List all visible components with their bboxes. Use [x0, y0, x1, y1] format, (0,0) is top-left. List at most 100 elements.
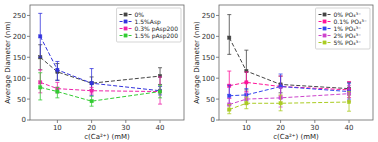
data-point	[228, 94, 231, 97]
y-tick	[216, 36, 219, 37]
x-tick	[91, 120, 92, 123]
panel: 10203040050100150200250c(Ca²⁺) (mM)Avera…	[193, 5, 373, 141]
legend-marker	[124, 20, 127, 23]
legend-label: 2% PO₄³⁻	[334, 32, 362, 39]
legend-label: 1% PO₄³⁻	[334, 25, 362, 32]
x-tick	[125, 120, 126, 123]
series-line	[40, 57, 160, 83]
y-tick-label: 200	[202, 33, 215, 41]
panel: 10 20 30 40 0 50 100 150 200 250 c(Ca²⁺) (mM) Avera…	[4, 5, 184, 141]
chart: 10203040050100150200250c(Ca²⁺) (mM)Avera…	[0, 0, 378, 142]
data-point	[245, 102, 248, 105]
y-axis-label: Average Diameter (nm)	[193, 21, 201, 104]
y-tick	[27, 78, 30, 79]
y-tick-label: 250	[13, 12, 26, 20]
y-tick-label: 50	[206, 96, 215, 104]
legend-marker	[323, 34, 326, 37]
plot-frame	[30, 5, 184, 120]
error-bar	[55, 87, 59, 97]
legend-marker	[323, 20, 326, 23]
error-bar	[227, 71, 231, 98]
y-tick	[27, 36, 30, 37]
x-tick-label: 10	[242, 124, 251, 132]
data-point	[279, 102, 282, 105]
error-bar	[55, 61, 59, 80]
x-tick-label: 30	[310, 124, 319, 132]
legend: 0%1.5%Asp0.3% pAsp2001.5% pAsp200	[117, 8, 181, 42]
legend-label: 0% PO₄³⁻	[334, 11, 362, 18]
y-tick-label: 150	[13, 54, 26, 62]
y-tick	[27, 15, 30, 16]
data-point	[158, 90, 161, 93]
y-tick-label: 0	[22, 116, 26, 124]
data-point	[90, 89, 93, 92]
data-point	[39, 35, 42, 38]
legend-marker	[124, 27, 127, 30]
data-point	[56, 68, 59, 71]
legend-label: 0.1% PO₄³⁻	[334, 18, 367, 25]
x-tick-label: 10	[53, 124, 62, 132]
legend-label: 1.5% pAsp200	[135, 32, 179, 40]
x-tick-label: 30	[121, 124, 130, 132]
x-tick	[246, 120, 247, 123]
data-point	[90, 100, 93, 103]
y-axis-label: Average Diameter (nm)	[4, 21, 12, 104]
y-tick	[216, 78, 219, 79]
x-tick-label: 40	[156, 124, 165, 132]
x-tick	[349, 120, 350, 123]
error-bar	[244, 50, 248, 90]
y-tick	[27, 99, 30, 100]
legend: 0% PO₄³⁻0.1% PO₄³⁻1% PO₄³⁻2% PO₄³⁻5% PO₄…	[316, 8, 370, 49]
x-axis-label: c(Ca²⁺) (mM)	[273, 133, 319, 141]
data-point	[245, 81, 248, 84]
x-tick	[280, 120, 281, 123]
legend-box	[316, 8, 370, 49]
error-bar	[227, 15, 231, 55]
y-tick	[216, 120, 219, 121]
legend-label: 0%	[135, 11, 145, 18]
x-axis-label: c(Ca²⁺) (mM)	[84, 133, 130, 141]
legend-marker	[124, 13, 127, 16]
error-bar	[158, 85, 162, 98]
error-bar	[279, 95, 283, 111]
error-bar	[90, 69, 94, 96]
x-tick-label: 20	[276, 124, 285, 132]
y-tick	[216, 99, 219, 100]
y-tick	[216, 57, 219, 58]
legend-marker	[323, 27, 326, 30]
x-tick	[314, 120, 315, 123]
y-tick-label: 100	[202, 75, 215, 83]
error-bar	[158, 77, 162, 104]
legend-marker	[323, 41, 326, 44]
legend-marker	[124, 34, 127, 37]
data-point	[228, 36, 231, 39]
x-tick	[57, 120, 58, 123]
data-point	[347, 100, 350, 103]
error-bar	[90, 87, 94, 94]
y-tick	[27, 120, 30, 121]
y-tick-label: 50	[17, 96, 26, 104]
y-tick-label: 100	[13, 75, 26, 83]
y-tick	[27, 57, 30, 58]
y-tick	[216, 15, 219, 16]
legend-label: 5% PO₄³⁻	[334, 39, 362, 46]
data-point	[90, 82, 93, 85]
legend-box	[117, 8, 181, 42]
error-bar	[347, 92, 351, 112]
error-bar	[244, 97, 248, 109]
legend-marker	[323, 13, 326, 16]
x-tick	[160, 120, 161, 123]
y-tick-label: 150	[202, 54, 215, 62]
plot-frame	[219, 5, 373, 120]
y-tick-label: 200	[13, 33, 26, 41]
x-tick-label: 20	[87, 124, 96, 132]
data-point	[56, 90, 59, 93]
y-tick-label: 0	[211, 116, 215, 124]
data-point	[228, 108, 231, 111]
data-point	[158, 90, 161, 93]
y-tick-label: 250	[202, 12, 215, 20]
error-bar	[38, 73, 42, 100]
error-bar	[90, 96, 94, 106]
series-line	[40, 87, 160, 101]
error-bar	[227, 105, 231, 114]
